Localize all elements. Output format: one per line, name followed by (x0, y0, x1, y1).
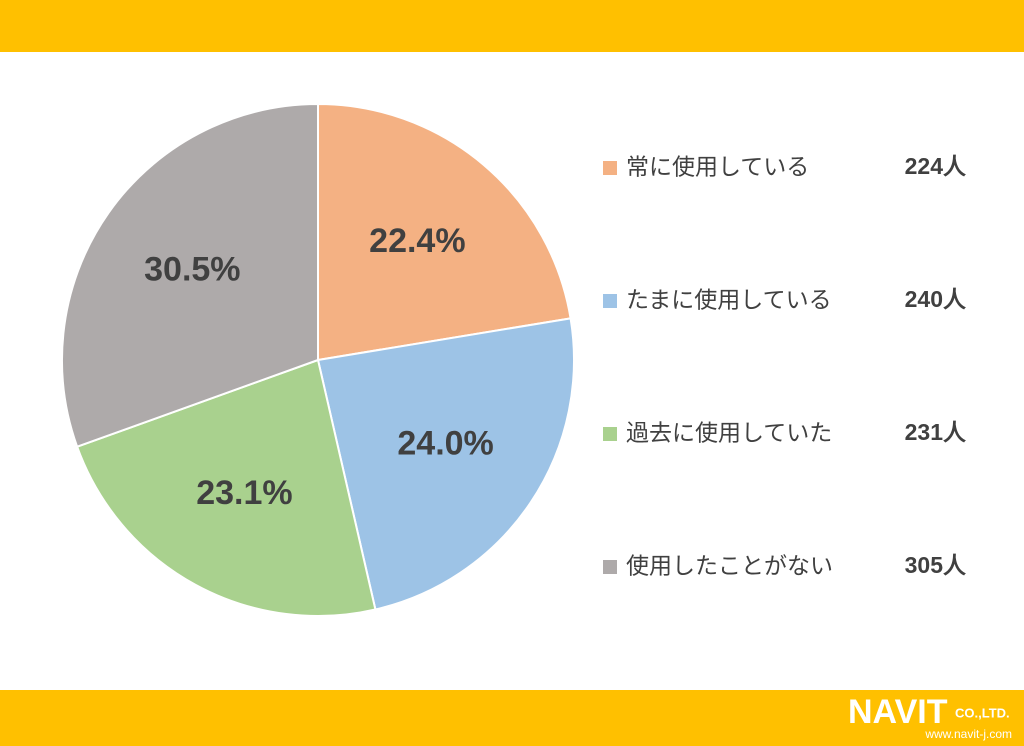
legend-swatch (603, 427, 617, 441)
logo-url: www.navit-j.com (924, 727, 1012, 741)
legend-count: 240人 (905, 286, 967, 312)
legend-label: 使用したことがない (626, 554, 833, 580)
legend-count: 231人 (905, 419, 967, 445)
logo-suffix: CO.,LTD. (955, 705, 1010, 720)
pie-slice (317, 102, 572, 362)
data-label: 30.5% (144, 251, 240, 289)
legend-count: 224人 (905, 153, 967, 179)
pie-slice (61, 102, 319, 448)
pie-slice (316, 317, 575, 611)
data-label: 22.4% (369, 222, 465, 260)
legend-swatch (603, 560, 617, 574)
top-bar (0, 0, 1024, 52)
legend-swatch (603, 161, 617, 175)
legend-swatch (603, 294, 617, 308)
legend-count: 305人 (905, 552, 967, 578)
pie-slice (75, 358, 377, 617)
logo-name: NAVIT (848, 693, 948, 731)
data-label: 24.0% (397, 425, 493, 463)
legend-label: 常に使用している (626, 155, 809, 181)
data-label: 23.1% (196, 474, 292, 512)
legend-label: 過去に使用していた (626, 421, 832, 447)
legend-label: たまに使用している (626, 288, 832, 314)
pie: 22.4% 24.0% 23.1% 30.5% (61, 102, 575, 617)
bottom-bar (0, 690, 1024, 746)
